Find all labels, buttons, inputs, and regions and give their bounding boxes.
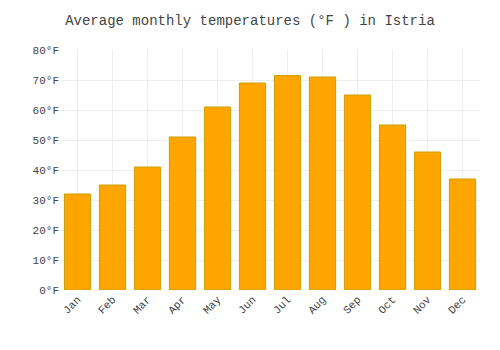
svg-text:10°F: 10°F [33,255,59,267]
svg-text:Feb: Feb [96,294,118,316]
svg-text:Nov: Nov [411,294,434,317]
svg-text:Dec: Dec [446,294,468,316]
svg-text:Apr: Apr [166,294,188,316]
svg-text:Oct: Oct [376,294,398,316]
svg-text:40°F: 40°F [33,165,59,177]
svg-text:Mar: Mar [131,294,153,316]
svg-text:May: May [201,294,224,317]
svg-text:30°F: 30°F [33,195,59,207]
svg-text:20°F: 20°F [33,225,59,237]
svg-text:Jul: Jul [271,294,293,316]
svg-text:Aug: Aug [306,294,328,316]
svg-text:0°F: 0°F [39,285,59,297]
svg-text:Average monthly temperatures (: Average monthly temperatures (°F ) in Is… [65,13,435,29]
svg-text:Sep: Sep [341,294,363,316]
svg-text:80°F: 80°F [33,45,59,57]
svg-text:70°F: 70°F [33,75,59,87]
svg-text:Jan: Jan [61,294,83,316]
svg-text:50°F: 50°F [33,135,59,147]
svg-text:60°F: 60°F [33,105,59,117]
svg-text:Jun: Jun [236,294,258,316]
